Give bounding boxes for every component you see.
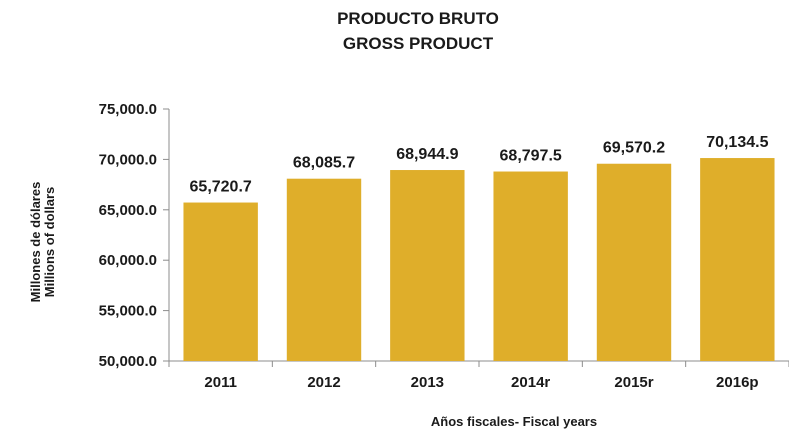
data-label: 69,570.2 <box>603 140 665 157</box>
chart-title-line-1: PRODUCTO BRUTO <box>337 9 499 28</box>
bar <box>700 158 775 361</box>
data-label: 70,134.5 <box>706 134 768 151</box>
data-label: 68,797.5 <box>500 148 562 165</box>
y-tick-label: 50,000.0 <box>99 353 157 370</box>
y-axis-title-line-1: Millones de dólares <box>28 182 43 303</box>
y-axis-title-line-2: Millions of dollars <box>42 187 57 298</box>
y-tick-label: 75,000.0 <box>99 101 157 118</box>
x-tick-label: 2016p <box>716 374 759 391</box>
data-label: 65,720.7 <box>190 179 252 196</box>
plot-area: 50,000.0 55,000.0 60,000.0 65,000.0 70,000.0… <box>99 101 789 391</box>
bar <box>286 178 362 361</box>
y-tick-label: 60,000.0 <box>99 252 157 269</box>
x-tick-label: 2014r <box>511 374 550 391</box>
bar <box>493 171 568 361</box>
x-axis-title: Años fiscales- Fiscal years <box>431 414 597 429</box>
data-label: 68,085.7 <box>293 155 355 172</box>
x-tick-label: 2012 <box>307 374 340 391</box>
y-tick-label: 65,000.0 <box>99 202 157 219</box>
y-tick-label: 55,000.0 <box>99 303 157 320</box>
bar <box>390 170 465 361</box>
x-tick-label: 2013 <box>411 374 444 391</box>
x-tick-label: 2015r <box>614 374 653 391</box>
bar <box>596 163 672 361</box>
bar <box>183 202 258 361</box>
y-axis-title: Millones de dólares Millions of dollars <box>28 182 57 303</box>
x-tick-label: 2011 <box>204 374 237 391</box>
chart-title-line-2: GROSS PRODUCT <box>343 34 494 53</box>
data-label: 68,944.9 <box>396 146 458 163</box>
y-tick-label: 70,000.0 <box>99 151 157 168</box>
